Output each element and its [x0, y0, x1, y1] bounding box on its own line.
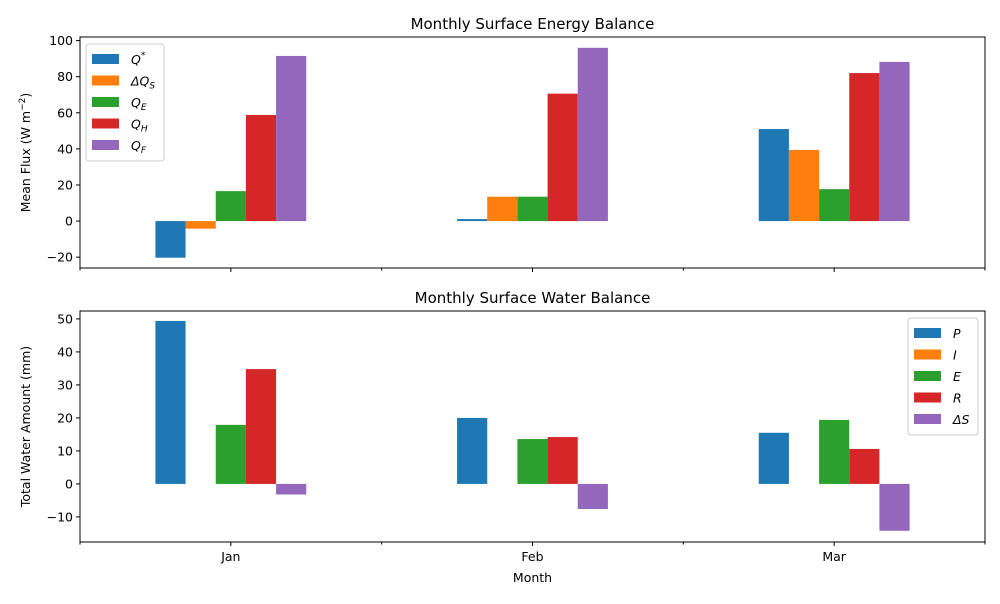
x-tick-label: Feb: [521, 549, 543, 564]
legend-label: QH: [131, 117, 148, 135]
legend-label: ΔQS: [130, 74, 155, 92]
bar-E-Feb: [517, 439, 548, 484]
legend-swatch: [914, 328, 941, 338]
legend-label: P: [953, 326, 961, 341]
y-tick-label: 50: [57, 311, 73, 326]
bar-P-Feb: [457, 417, 488, 484]
bar-ΔS-Mar: [879, 483, 910, 531]
bar-Q*-Feb: [457, 219, 488, 222]
legend-label: QE: [131, 95, 147, 113]
chart-title: Monthly Surface Energy Balance: [411, 15, 655, 33]
legend-swatch: [914, 414, 941, 424]
y-tick-label: 30: [57, 377, 73, 392]
bar-QE-Jan: [215, 191, 246, 222]
legend-swatch: [914, 349, 941, 360]
y-tick-label: 20: [57, 410, 73, 425]
bar-Q*-Mar: [758, 129, 789, 222]
y-tick-label: 20: [57, 177, 73, 192]
legend-label: Q*: [131, 51, 146, 67]
y-tick-label: −10: [47, 509, 73, 524]
bar-QE-Mar: [819, 189, 850, 222]
y-axis-label: Mean Flux (W m−2): [18, 93, 33, 213]
y-tick-label: 100: [49, 33, 73, 48]
legend: Q* ΔQS QE QH QF: [85, 43, 165, 162]
y-tick-label: 60: [57, 105, 73, 120]
x-tick-label: Jan: [220, 549, 240, 564]
legend-label: I: [953, 348, 957, 363]
y-tick-label: 80: [57, 69, 73, 84]
bar-ΔS-Feb: [577, 483, 608, 509]
bar-E-Jan: [215, 424, 246, 484]
bar-R-Jan: [245, 369, 277, 484]
legend-swatch: [92, 54, 119, 64]
bar-QH-Feb: [547, 93, 578, 222]
y-tick-label: 40: [57, 344, 73, 359]
legend-label: R: [953, 391, 962, 406]
bar-QH-Mar: [849, 73, 880, 222]
subplot-2: −10 0 10 20 30 40 50 Jan Feb Mar Monthly Surface W…: [18, 289, 986, 585]
x-axis-label: Month: [513, 570, 552, 585]
legend-swatch: [914, 392, 941, 403]
y-axis-label: Total Water Amount (mm): [18, 346, 33, 508]
bar-QF-Jan: [276, 55, 307, 222]
x-tick-label: Mar: [822, 549, 846, 564]
bar-QH-Jan: [245, 114, 277, 222]
y-tick-label: −20: [47, 250, 73, 265]
legend-label: ΔS: [952, 412, 970, 427]
bar-Q*-Jan: [155, 221, 186, 258]
y-tick-label: 0: [65, 214, 73, 229]
bar-P-Mar: [758, 432, 789, 484]
bar-QF-Feb: [577, 47, 608, 222]
legend-label: QF: [131, 138, 147, 156]
legend-swatch: [914, 371, 941, 381]
legend-frame: [85, 43, 165, 162]
legend-swatch: [92, 118, 119, 129]
bar-ΔQS-Jan: [185, 221, 216, 229]
bar-R-Mar: [849, 448, 880, 484]
bar-ΔQS-Feb: [487, 196, 518, 222]
legend-swatch: [92, 75, 119, 86]
legend-label: E: [953, 369, 961, 384]
legend-frame: [907, 317, 979, 436]
legend-swatch: [92, 140, 119, 150]
y-tick-label: 0: [65, 476, 73, 491]
bar-R-Feb: [547, 437, 578, 484]
chart-title: Monthly Surface Water Balance: [415, 289, 651, 307]
y-tick-label: 40: [57, 141, 73, 156]
bar-P-Jan: [155, 320, 186, 484]
bar-QF-Mar: [879, 61, 910, 222]
bar-ΔS-Jan: [276, 483, 307, 495]
y-tick-label: 10: [57, 443, 73, 458]
bar-E-Mar: [819, 419, 850, 484]
subplot-1: −20 0 20 40 60 80 100 Monthly Surface Energy Ba…: [18, 15, 986, 272]
bar-ΔQS-Mar: [788, 149, 820, 222]
legend-swatch: [92, 97, 119, 107]
bar-QE-Feb: [517, 196, 548, 222]
